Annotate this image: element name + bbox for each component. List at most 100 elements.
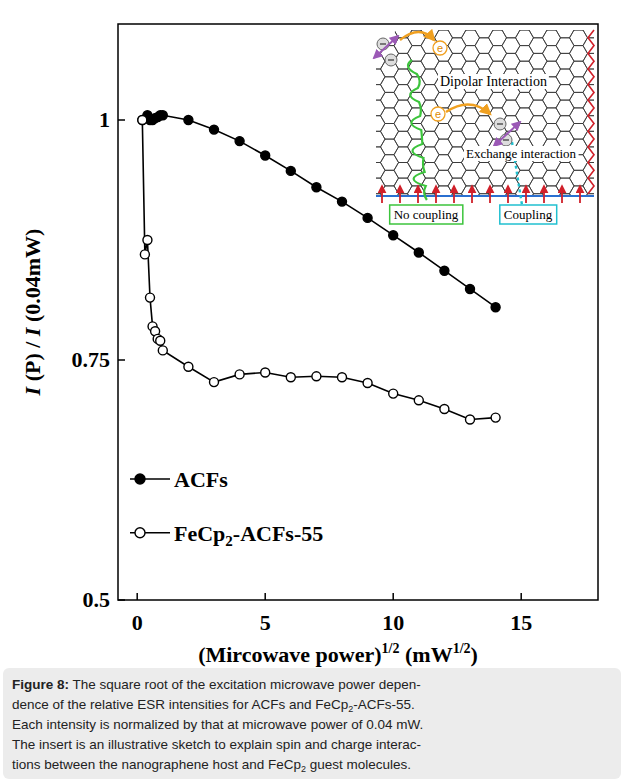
text-part: (P) / [20,336,45,387]
series-marker [261,151,270,160]
x-tick [264,593,266,600]
charge-icon [385,54,397,66]
x-tick-label: 10 [382,610,404,635]
figure: 0510150.50.751(Mircowave power)1/2​ (mW1… [0,0,624,782]
charge-icon [377,38,389,50]
text-part: (0.04mW) [20,229,45,328]
spin-arrow [543,186,545,203]
legend-label: ACFs [174,467,228,492]
electron-transfer-arrow [446,104,490,114]
caption-line: The insert is an illustrative sketch to … [12,737,421,752]
electron-transfer-arrow [400,32,434,40]
series-marker [184,116,193,125]
series-marker [156,336,165,345]
legend-label: FeCp2-ACFs-55 [174,521,323,549]
text-patch [438,74,549,89]
text-part: -ACFs-55. [353,697,415,712]
series-marker [414,248,423,257]
x-tick-label: 5 [260,610,271,635]
exchange-label: Exchange interaction [466,146,577,161]
series-marker [138,116,147,125]
y-tick [118,599,125,601]
spin-arrow [471,186,473,203]
series-marker [140,250,149,259]
series-marker [440,266,449,275]
x-tick [392,593,394,600]
legend-part: FeCp [174,521,225,546]
series-marker [138,116,147,125]
legend-part: -ACFs-55 [233,521,323,546]
spin-arrow [399,186,401,203]
series-marker [210,378,219,387]
charge-minus [380,43,386,44]
spin-arrow [417,186,419,203]
coupling-label: Coupling [504,207,553,222]
series-marker [338,197,347,206]
series-marker [389,389,398,398]
spin-arrow-exchange [494,122,520,146]
charge-icon [494,118,506,130]
series-marker [235,370,244,379]
caption-line: Each intensity is normalized by that at … [12,717,423,732]
text-part: guest molecules. [306,757,411,772]
text-part: 1/2 [453,641,471,656]
inset-sketch: eeDipolar InteractionExchange interactio… [367,7,615,224]
y-tick [118,119,125,121]
series-marker [363,379,372,388]
legend-sub: 2 [225,533,233,549]
x-tick-label: 0 [132,610,143,635]
electron-label: e [435,108,441,120]
spin-arrow [525,186,527,203]
legend-entry: ACFs [130,467,228,492]
text-patch [464,146,579,161]
series-marker [312,183,321,192]
data-group [138,111,500,424]
series-marker [261,368,270,377]
spin-arrow [381,186,383,203]
series-marker [312,372,321,381]
y-axis-title: I (P) / I (0.04mW) [20,229,45,397]
y-tick-label: 1 [99,107,110,132]
x-axis-title: (Mircowave power)1/2​ (mW1/2​) [198,641,478,667]
series-marker [466,284,475,293]
text-part: Each intensity is normalized by that at … [12,717,423,732]
caption-box [3,668,621,779]
legend-entry: FeCp2-ACFs-55 [130,521,323,549]
text-part: tions between the nanographene host and … [12,757,301,772]
series-marker [286,166,295,175]
series-marker [491,413,500,422]
series-marker [210,125,219,134]
series-marker [286,373,295,382]
spin-arrow [435,186,437,203]
series-line [142,120,495,420]
series-marker [158,346,167,355]
series-marker [158,111,167,120]
charge-minus [497,123,503,124]
dipolar-label: Dipolar Interaction [440,74,547,89]
series-marker [338,373,347,382]
text-part: The square root of the excitation microw… [69,677,421,692]
text-part: 1/2 [382,641,400,656]
charge-minus [503,139,509,140]
y-tick-label: 0.5 [83,587,111,612]
series-marker [466,415,475,424]
legend-marker [135,528,145,538]
caption-line: tions between the nanographene host and … [12,757,411,774]
series-marker [491,303,500,312]
legend-marker [135,474,145,484]
zigzag-edge [588,30,594,194]
spin-arrow [489,186,491,203]
text-part: (Mircowave power) [198,642,381,667]
spin-arrow [507,186,509,203]
no-coupling-path [408,60,427,200]
y-tick [118,359,125,361]
series-marker [440,404,449,413]
caption-line: Figure 8: The square root of the excitat… [12,677,421,692]
text-part: (mW [399,642,452,667]
series-marker [235,137,244,146]
y-tick-label: 0.75 [72,347,111,372]
charge-minus [388,59,394,60]
no-coupling-label: No coupling [394,207,459,222]
no-coupling-label-box [390,205,463,224]
spin-arrow [561,186,563,203]
